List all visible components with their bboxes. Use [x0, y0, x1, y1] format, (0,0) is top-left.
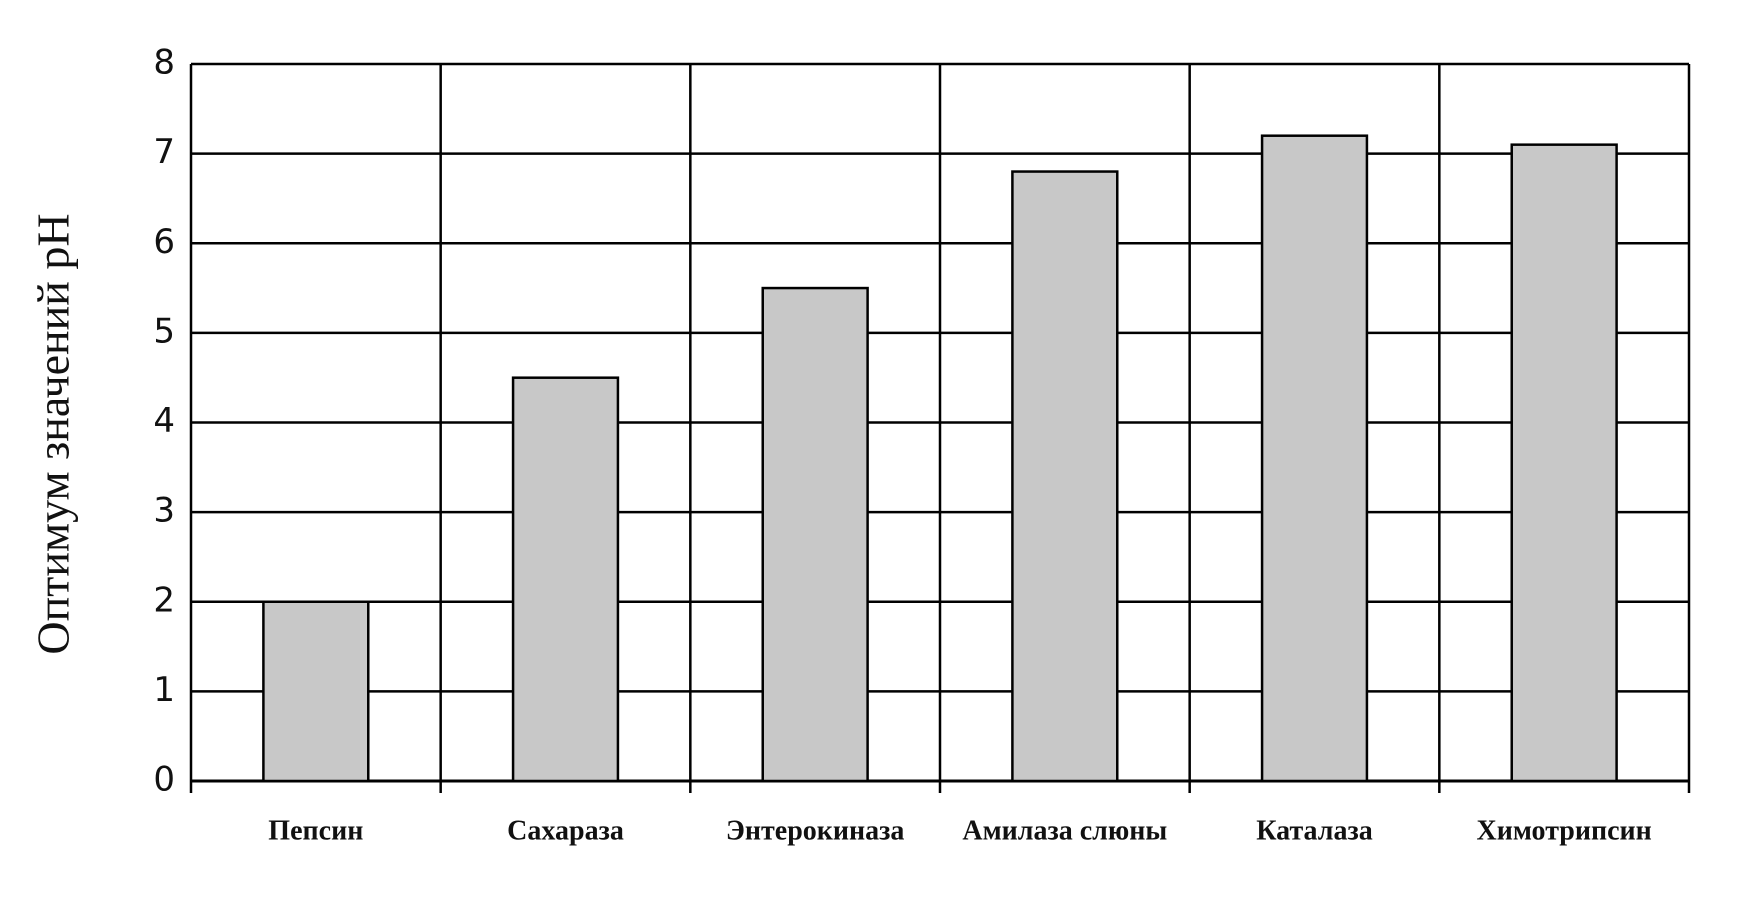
bar [761, 286, 869, 783]
y-tick-label: 8 [153, 43, 175, 83]
bar [262, 600, 370, 783]
bar [1510, 143, 1618, 783]
y-tick-label: 4 [153, 401, 175, 441]
y-tick-label: 5 [153, 311, 175, 351]
x-tick-label: Химотрипсин [1477, 815, 1652, 846]
y-tick-label: 7 [153, 132, 175, 172]
x-tick-label: Пепсин [268, 815, 363, 846]
y-tick-label: 6 [153, 222, 175, 262]
x-tick-label: Каталаза [1256, 815, 1373, 846]
x-tick-label: Сахараза [507, 815, 624, 846]
y-tick-label: 1 [153, 670, 175, 710]
y-axis-label: Оптимум значений pH [28, 213, 79, 654]
y-tick-label: 0 [153, 760, 175, 800]
bar [1011, 170, 1119, 783]
bar [511, 376, 620, 783]
x-tick-label: Энтерокиназа [726, 815, 905, 846]
bar [1260, 134, 1369, 783]
y-tick-label: 3 [153, 491, 175, 531]
y-tick-label: 2 [153, 580, 175, 620]
x-tick-label: Амилаза слюны [962, 815, 1167, 846]
